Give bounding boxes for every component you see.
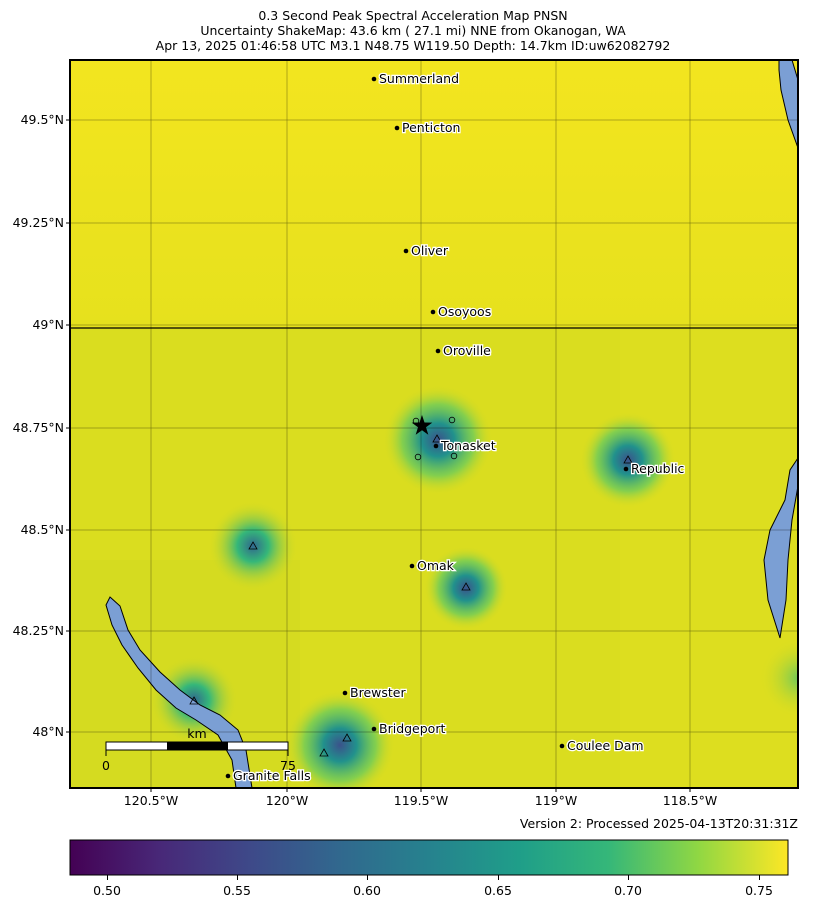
version-text: Version 2: Processed 2025-04-13T20:31:31… (519, 816, 798, 831)
stations (189, 416, 633, 757)
colorbar-tickmark (367, 875, 368, 880)
lat-tick-label: 48°N (32, 724, 64, 739)
map-title-line-1: 0.3 Second Peak Spectral Acceleration Ma… (258, 8, 568, 23)
map-title-line-3: Apr 13, 2025 01:46:58 UTC M3.1 N48.75 W1… (155, 38, 671, 53)
city-label-oliver: Oliver (411, 243, 449, 258)
canada-region (70, 60, 798, 328)
epicenter-star-icon (411, 415, 433, 435)
city-marker-oliver: Oliver (403, 242, 450, 259)
city-label-brewster: Brewster (350, 685, 406, 700)
city-marker-penticton: Penticton (394, 119, 462, 136)
graticule (70, 60, 798, 788)
lat-tick-label: 48.5°N (20, 522, 64, 537)
scale-bar-start: 0 (102, 758, 110, 773)
lon-tick-label: 118.5°W (662, 793, 718, 808)
city-label-republic: Republic (631, 461, 685, 476)
colorbar-tick-label: 0.55 (223, 883, 251, 898)
colorbar-tick-label: 0.70 (614, 883, 642, 898)
city-marker-oroville: Oroville (435, 342, 492, 359)
city-label-oroville: Oroville (443, 343, 491, 358)
city-marker-brewster: Brewster (342, 684, 408, 701)
uncertainty-low-east (760, 638, 798, 718)
city-marker-osoyoos: Osoyoos (430, 303, 492, 320)
city-label-coulee-dam: Coulee Dam (567, 738, 644, 753)
colorbar-tickmark (107, 875, 108, 880)
lon-tick-label: 119°W (534, 793, 578, 808)
city-marker-bridgeport: Bridgeport (371, 720, 447, 737)
city-label-omak: Omak (417, 558, 455, 573)
city-marker-tonasket: Tonasket (433, 437, 497, 454)
colorbar (69, 839, 789, 876)
columbia-river (105, 596, 253, 788)
uncertainty-low-west (208, 501, 298, 591)
colorbar-tickmark (237, 875, 238, 880)
scale-bar-unit: km (187, 726, 206, 741)
lat-tick-label: 49°N (32, 317, 64, 332)
city-marker-granite-falls: Granite Falls (225, 767, 312, 784)
lat-tick-label: 48.75°N (12, 420, 64, 435)
city-label-tonasket: Tonasket (440, 438, 496, 453)
map-title-line-2: Uncertainty ShakeMap: 43.6 km ( 27.1 mi)… (200, 23, 626, 38)
lon-tick-label: 120°W (265, 793, 309, 808)
city-layer: Summerland Penticton Oliver Osoyoos Orov… (225, 70, 686, 784)
city-marker-omak: Omak (409, 557, 456, 574)
uncertainty-low-tonasket (383, 385, 493, 495)
lon-tick-label: 119.5°W (393, 793, 449, 808)
lake-roosevelt (763, 457, 798, 639)
uncertainty-low-bridgeport (285, 690, 395, 788)
city-label-penticton: Penticton (402, 120, 460, 135)
city-marker-republic: Republic (623, 460, 686, 477)
colorbar-tick-label: 0.65 (484, 883, 512, 898)
lat-tick-label: 49.25°N (12, 215, 64, 230)
colorbar-tick-label: 0.75 (745, 883, 773, 898)
lon-tick-label: 120.5°W (123, 793, 179, 808)
colorbar-tickmark (498, 875, 499, 880)
lat-tick-label: 49.5°N (20, 112, 64, 127)
city-marker-coulee-dam: Coulee Dam (559, 737, 645, 754)
city-marker-summerland: Summerland (371, 70, 460, 87)
city-label-bridgeport: Bridgeport (379, 721, 445, 736)
colorbar-tickmark (759, 875, 760, 880)
scale-bar-end: 75 (280, 758, 296, 773)
map-frame (69, 59, 799, 789)
city-label-osoyoos: Osoyoos (438, 304, 491, 319)
city-label-summerland: Summerland (379, 71, 459, 86)
uncertainty-low-omak (424, 546, 508, 630)
axis-ticks (66, 119, 691, 792)
river-ne (778, 60, 798, 149)
lat-tick-label: 48.25°N (12, 623, 64, 638)
colorbar-tickmark (628, 875, 629, 880)
uncertainty-low-republic (580, 412, 676, 508)
colorbar-tick-label: 0.60 (353, 883, 381, 898)
colorbar-tick-label: 0.50 (93, 883, 121, 898)
scale-bar: km 0 75 (102, 726, 296, 773)
city-label-granite-falls: Granite Falls (233, 768, 311, 783)
